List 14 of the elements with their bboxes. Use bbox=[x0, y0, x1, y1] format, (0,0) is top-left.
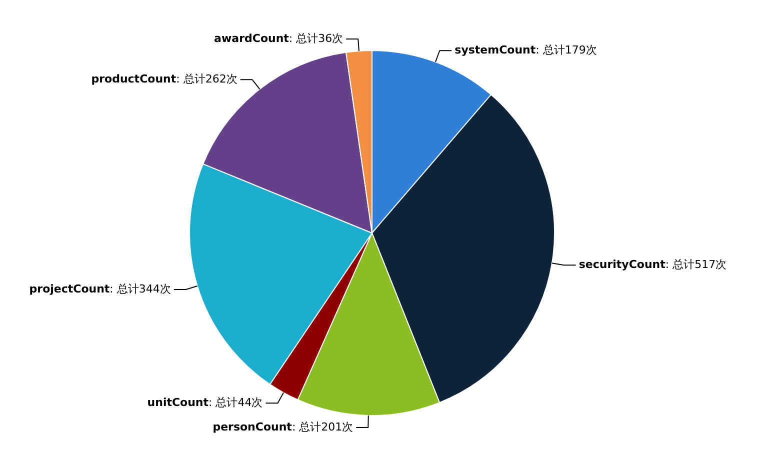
slice-label: productCount bbox=[91, 72, 176, 86]
data-label: : 总计262次 bbox=[176, 72, 238, 86]
data-label: : 总计179次 bbox=[536, 44, 597, 57]
data-label: : 总计201次 bbox=[292, 420, 354, 434]
data-label: : 总计44次 bbox=[208, 396, 263, 409]
slice-label: awardCount bbox=[214, 32, 289, 45]
slice-label: securityCount bbox=[578, 258, 666, 271]
slice-label: systemCount bbox=[454, 44, 536, 57]
slice-label: personCount bbox=[212, 420, 292, 434]
data-label: : 总计36次 bbox=[288, 32, 344, 45]
data-label: : 总计344次 bbox=[110, 282, 171, 296]
slice-label: unitCount bbox=[147, 396, 209, 409]
slice-label: projectCount bbox=[29, 282, 110, 296]
data-label: : 总计517次 bbox=[665, 258, 727, 271]
